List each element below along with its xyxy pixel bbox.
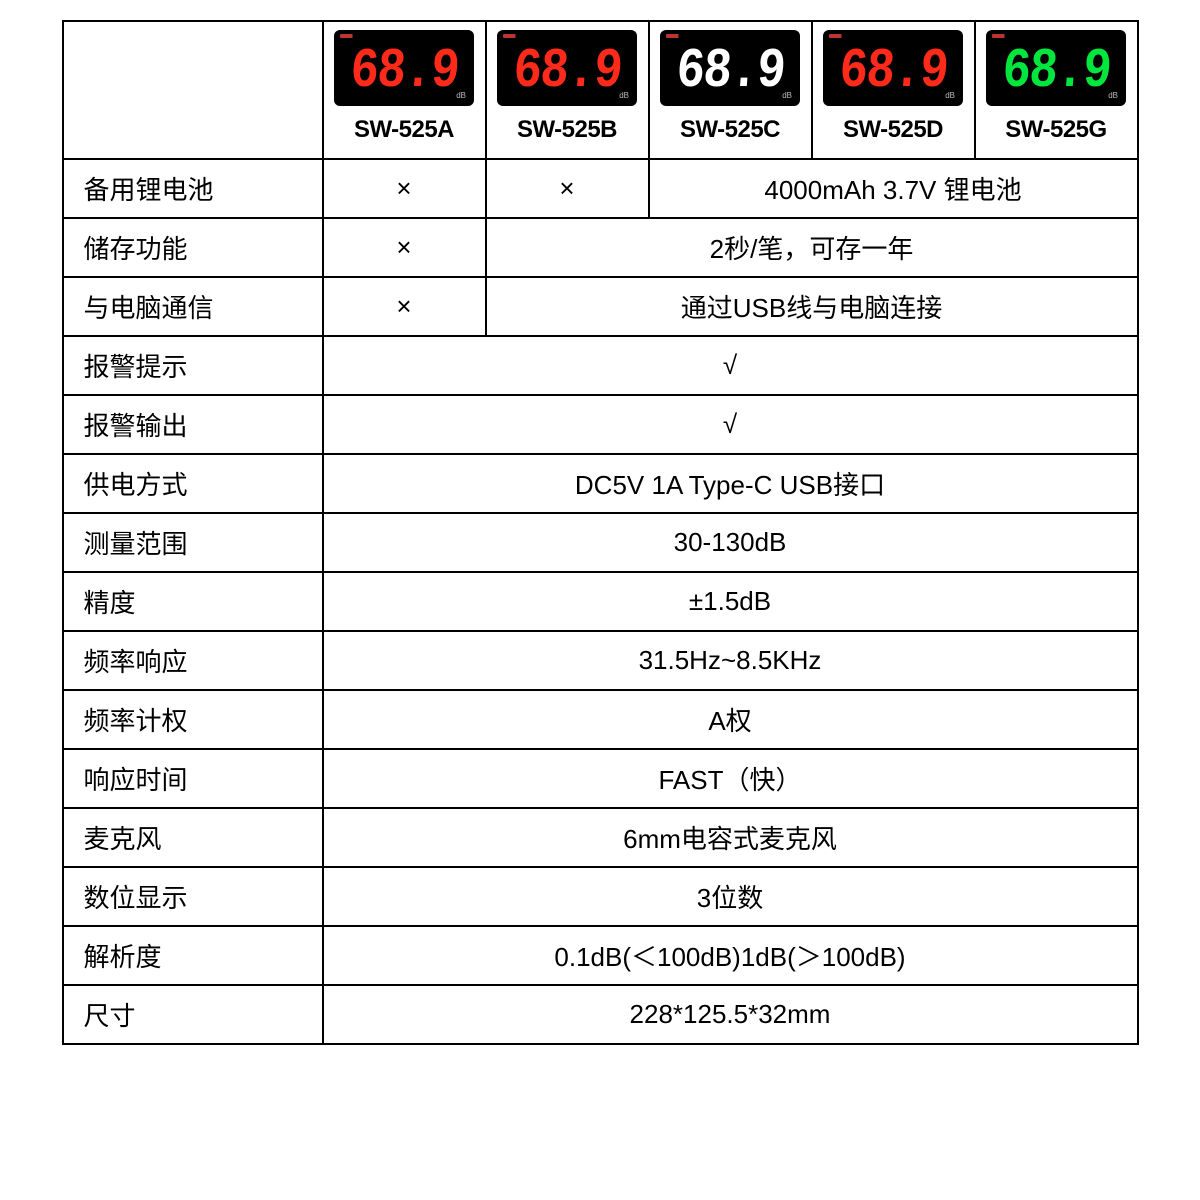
table-row: 储存功能 × 2秒/笔，可存一年: [63, 218, 1138, 277]
device-image: 68.9: [986, 30, 1126, 106]
cell: FAST（快）: [323, 749, 1138, 808]
cell: ±1.5dB: [323, 572, 1138, 631]
cell: 通过USB线与电脑连接: [486, 277, 1138, 336]
spec-table: 68.9 SW-525A 68.9 SW-525B 68.9 SW-525C 6…: [62, 20, 1139, 1045]
row-label: 解析度: [63, 926, 323, 985]
product-header: 68.9 SW-525D: [812, 21, 975, 159]
table-row: 尺寸 228*125.5*32mm: [63, 985, 1138, 1044]
row-label: 数位显示: [63, 867, 323, 926]
model-label: SW-525G: [980, 106, 1133, 144]
cell: 228*125.5*32mm: [323, 985, 1138, 1044]
table-header-row: 68.9 SW-525A 68.9 SW-525B 68.9 SW-525C 6…: [63, 21, 1138, 159]
product-header: 68.9 SW-525B: [486, 21, 649, 159]
device-image: 68.9: [660, 30, 800, 106]
table-row: 与电脑通信 × 通过USB线与电脑连接: [63, 277, 1138, 336]
row-label: 报警输出: [63, 395, 323, 454]
row-label: 频率响应: [63, 631, 323, 690]
cell: A权: [323, 690, 1138, 749]
device-display: 68.9: [341, 43, 467, 99]
device-display: 68.9: [504, 43, 630, 99]
model-label: SW-525C: [654, 106, 807, 144]
cell: ×: [486, 159, 649, 218]
product-header: 68.9 SW-525C: [649, 21, 812, 159]
cell: 2秒/笔，可存一年: [486, 218, 1138, 277]
device-image: 68.9: [497, 30, 637, 106]
cell: 4000mAh 3.7V 锂电池: [649, 159, 1138, 218]
row-label: 备用锂电池: [63, 159, 323, 218]
table-row: 解析度 0.1dB(＜100dB)1dB(＞100dB): [63, 926, 1138, 985]
device-display: 68.9: [667, 43, 793, 99]
row-label: 响应时间: [63, 749, 323, 808]
product-header: 68.9 SW-525G: [975, 21, 1138, 159]
table-row: 备用锂电池 × × 4000mAh 3.7V 锂电池: [63, 159, 1138, 218]
table-row: 精度 ±1.5dB: [63, 572, 1138, 631]
row-label: 储存功能: [63, 218, 323, 277]
model-label: SW-525A: [328, 106, 481, 144]
device-image: 68.9: [823, 30, 963, 106]
device-display: 68.9: [993, 43, 1119, 99]
cell: √: [323, 336, 1138, 395]
cell: ×: [323, 218, 486, 277]
row-label: 精度: [63, 572, 323, 631]
table-row: 报警输出 √: [63, 395, 1138, 454]
table-row: 报警提示 √: [63, 336, 1138, 395]
device-display: 68.9: [830, 43, 956, 99]
row-label: 频率计权: [63, 690, 323, 749]
row-label: 尺寸: [63, 985, 323, 1044]
row-label: 报警提示: [63, 336, 323, 395]
table-row: 测量范围 30-130dB: [63, 513, 1138, 572]
table-row: 供电方式 DC5V 1A Type-C USB接口: [63, 454, 1138, 513]
cell: 30-130dB: [323, 513, 1138, 572]
row-label: 麦克风: [63, 808, 323, 867]
cell: 3位数: [323, 867, 1138, 926]
cell: 6mm电容式麦克风: [323, 808, 1138, 867]
cell: √: [323, 395, 1138, 454]
table-row: 频率响应 31.5Hz~8.5KHz: [63, 631, 1138, 690]
row-label: 测量范围: [63, 513, 323, 572]
device-image: 68.9: [334, 30, 474, 106]
model-label: SW-525B: [491, 106, 644, 144]
model-label: SW-525D: [817, 106, 970, 144]
table-row: 数位显示 3位数: [63, 867, 1138, 926]
header-empty-cell: [63, 21, 323, 159]
cell: 0.1dB(＜100dB)1dB(＞100dB): [323, 926, 1138, 985]
cell: ×: [323, 159, 486, 218]
table-row: 频率计权 A权: [63, 690, 1138, 749]
table-row: 麦克风 6mm电容式麦克风: [63, 808, 1138, 867]
table-row: 响应时间 FAST（快）: [63, 749, 1138, 808]
cell: 31.5Hz~8.5KHz: [323, 631, 1138, 690]
product-header: 68.9 SW-525A: [323, 21, 486, 159]
cell: ×: [323, 277, 486, 336]
row-label: 供电方式: [63, 454, 323, 513]
cell: DC5V 1A Type-C USB接口: [323, 454, 1138, 513]
row-label: 与电脑通信: [63, 277, 323, 336]
